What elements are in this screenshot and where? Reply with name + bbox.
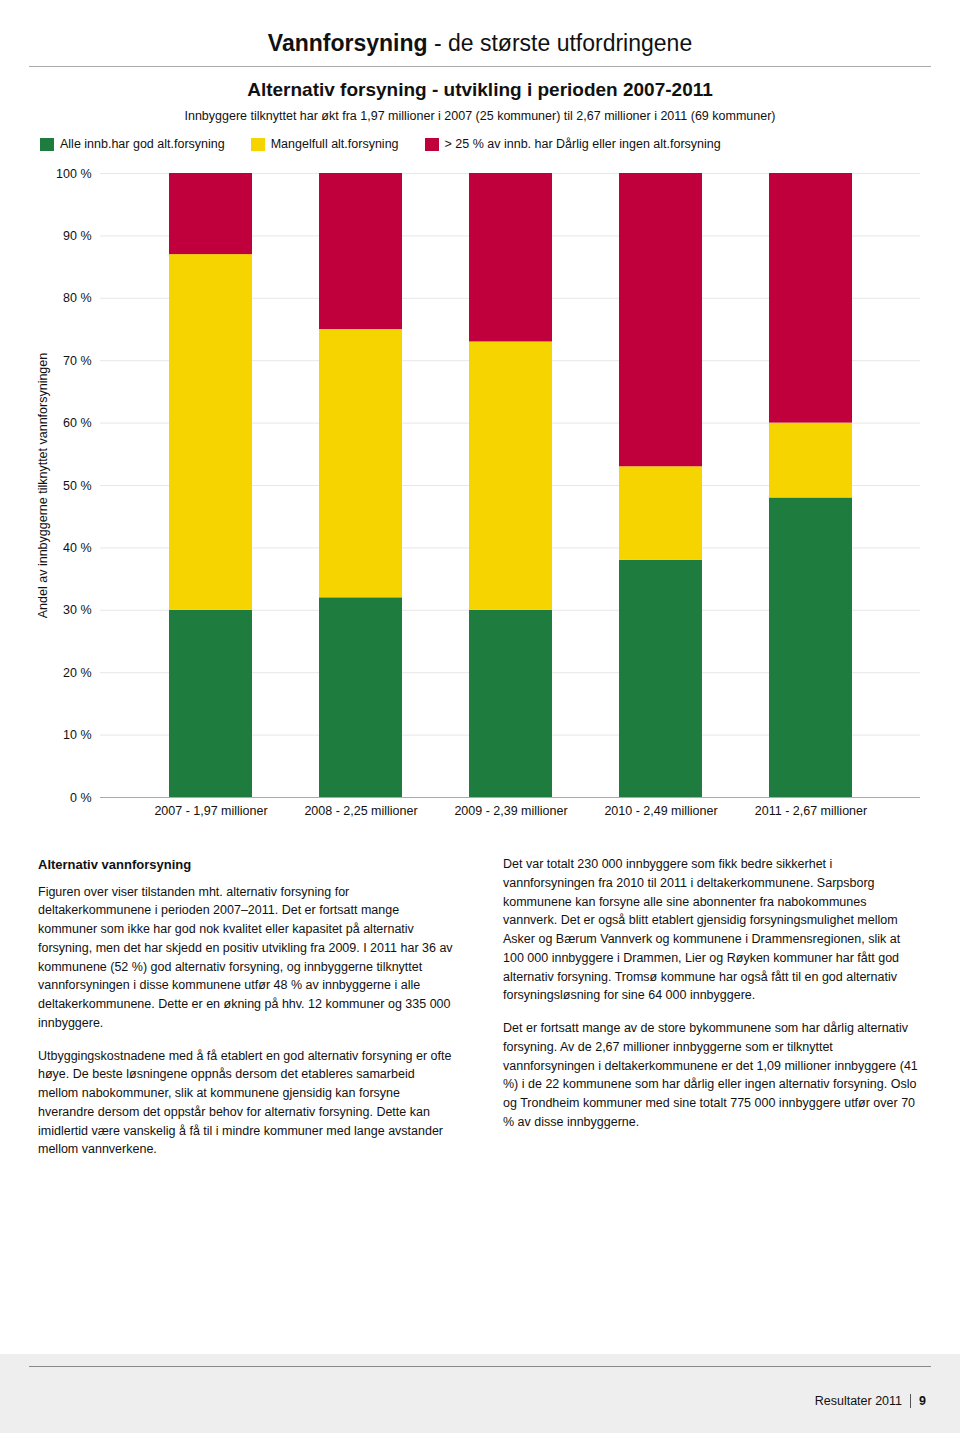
svg-text:100 %: 100 % <box>56 167 91 181</box>
html-text:Alle innb.har god alt.forsynin: Alle innb.har god alt.forsyning <box>60 137 225 151</box>
svg-text:60 %: 60 % <box>63 416 92 430</box>
svg-text:2011 - 2,67 millioner: 2011 - 2,67 millioner <box>755 804 867 818</box>
html-text:Det var totalt 230 000 innbygg: Det var totalt 230 000 innbyggere som fi… <box>503 857 901 1003</box>
html-text:Resultater 2011: Resultater 2011 <box>814 1394 902 1408</box>
html-text:Alternativ vannforsyning: Alternativ vannforsyning <box>38 857 192 872</box>
svg-text:2007 - 1,97 millioner: 2007 - 1,97 millioner <box>154 804 267 818</box>
svg-text:Andel av innbyggerne tilknytte: Andel av innbyggerne tilknyttet vannfors… <box>36 353 50 618</box>
svg-text:2010 - 2,49 millioner: 2010 - 2,49 millioner <box>604 804 717 818</box>
html-text:Vannforsyning - de største utf: Vannforsyning - de største utfordringene <box>267 30 693 56</box>
svg-text:80 %: 80 % <box>63 291 92 305</box>
svg-text:40 %: 40 % <box>63 541 92 555</box>
svg-text:0 %: 0 % <box>70 791 92 805</box>
svg-text:20 %: 20 % <box>63 666 92 680</box>
html-text:> 25 % av innb. har Dårlig ell: > 25 % av innb. har Dårlig eller ingen a… <box>444 137 721 151</box>
svg-text:30 %: 30 % <box>63 603 92 617</box>
html-text:Utbyggingskostnadene med å få: Utbyggingskostnadene med å få etablert e… <box>38 1048 452 1157</box>
html-text:Mangelfull alt.forsyning: Mangelfull alt.forsyning <box>270 137 399 151</box>
html-text:Det er fortsatt mange av de st: Det er fortsatt mange av de store bykomm… <box>503 1021 918 1129</box>
svg-text:50 %: 50 % <box>63 479 92 493</box>
svg-text:70 %: 70 % <box>63 354 92 368</box>
html-text:9: 9 <box>919 1394 926 1408</box>
html-text:Figuren over viser tilstanden: Figuren over viser tilstanden mht. alter… <box>38 884 453 1030</box>
svg-text:90 %: 90 % <box>63 229 92 243</box>
svg-text:2008 - 2,25 millioner: 2008 - 2,25 millioner <box>304 804 417 818</box>
html-text:Alternativ forsyning - utvikli: Alternativ forsyning - utvikling i perio… <box>247 79 713 100</box>
html-text:Innbyggere tilknyttet har økt: Innbyggere tilknyttet har økt fra 1,97 m… <box>184 109 776 123</box>
svg-text:10 %: 10 % <box>63 728 92 742</box>
svg-text:2009 - 2,39 millioner: 2009 - 2,39 millioner <box>454 804 567 818</box>
